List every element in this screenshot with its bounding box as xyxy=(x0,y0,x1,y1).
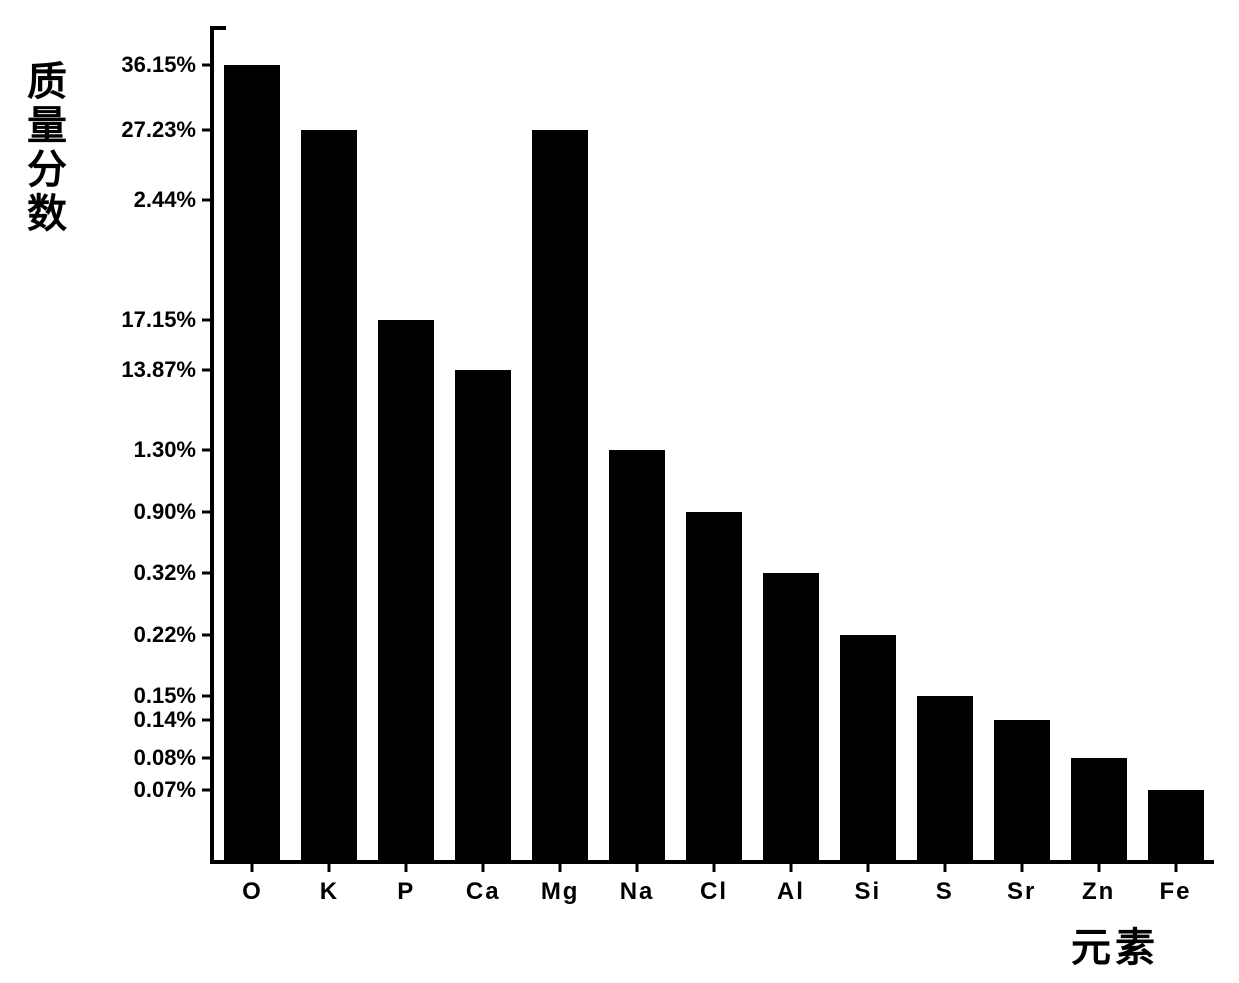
axis-top-tick xyxy=(210,26,226,30)
x-tick-mark xyxy=(1097,860,1100,872)
bar xyxy=(532,130,588,860)
x-tick-mark xyxy=(636,860,639,872)
x-tick-mark xyxy=(943,860,946,872)
x-tick-mark xyxy=(405,860,408,872)
bar xyxy=(840,635,896,860)
x-tick-label: Fe xyxy=(1160,878,1192,906)
y-tick-label: 0.14% xyxy=(134,707,196,733)
y-tick-mark xyxy=(202,695,214,698)
y-tick-label: 0.15% xyxy=(134,683,196,709)
bar xyxy=(763,573,819,860)
plot-area: 36.15%27.23%2.44%17.15%13.87%1.30%0.90%0… xyxy=(210,30,1214,864)
x-tick-mark xyxy=(251,860,254,872)
x-tick-mark xyxy=(328,860,331,872)
y-tick-label: 2.44% xyxy=(134,187,196,213)
bar xyxy=(224,65,280,860)
y-tick-mark xyxy=(202,572,214,575)
bar xyxy=(378,320,434,860)
y-tick-mark xyxy=(202,199,214,202)
x-tick-mark xyxy=(713,860,716,872)
x-tick-label: P xyxy=(397,878,415,906)
x-tick-label: K xyxy=(320,878,339,906)
x-tick-label: Mg xyxy=(541,878,580,906)
bar xyxy=(609,450,665,860)
y-tick-label: 0.90% xyxy=(134,499,196,525)
x-tick-mark xyxy=(866,860,869,872)
x-tick-mark xyxy=(1174,860,1177,872)
y-tick-label: 17.15% xyxy=(121,307,196,333)
y-tick-mark xyxy=(202,757,214,760)
bar xyxy=(1071,758,1127,860)
y-tick-mark xyxy=(202,319,214,322)
y-tick-mark xyxy=(202,64,214,67)
bar xyxy=(301,130,357,860)
x-tick-mark xyxy=(789,860,792,872)
y-tick-label: 0.07% xyxy=(134,777,196,803)
y-tick-mark xyxy=(202,449,214,452)
x-tick-mark xyxy=(559,860,562,872)
y-tick-mark xyxy=(202,511,214,514)
x-tick-label: Zn xyxy=(1082,878,1115,906)
y-tick-mark xyxy=(202,369,214,372)
bar xyxy=(994,720,1050,860)
y-tick-label: 36.15% xyxy=(121,52,196,78)
y-axis-title: 质量分数 xyxy=(14,60,72,236)
x-tick-label: Cl xyxy=(700,878,728,906)
bar xyxy=(1148,790,1204,860)
x-tick-label: Ca xyxy=(466,878,501,906)
chart-container: 质量分数 36.15%27.23%2.44%17.15%13.87%1.30%0… xyxy=(0,0,1239,983)
x-axis-title: 元素 xyxy=(1071,915,1159,973)
x-tick-label: Si xyxy=(855,878,882,906)
y-tick-label: 27.23% xyxy=(121,117,196,143)
x-tick-label: Na xyxy=(620,878,655,906)
x-tick-label: Sr xyxy=(1007,878,1036,906)
x-tick-label: S xyxy=(936,878,954,906)
bar xyxy=(686,512,742,860)
bar xyxy=(917,696,973,860)
x-tick-label: Al xyxy=(777,878,805,906)
y-tick-mark xyxy=(202,634,214,637)
y-tick-label: 0.32% xyxy=(134,560,196,586)
x-tick-mark xyxy=(482,860,485,872)
x-tick-label: O xyxy=(242,878,263,906)
y-tick-label: 1.30% xyxy=(134,437,196,463)
y-tick-label: 0.08% xyxy=(134,745,196,771)
x-tick-mark xyxy=(1020,860,1023,872)
bar xyxy=(455,370,511,860)
y-tick-mark xyxy=(202,789,214,792)
y-tick-mark xyxy=(202,129,214,132)
y-tick-mark xyxy=(202,719,214,722)
y-tick-label: 0.22% xyxy=(134,622,196,648)
y-tick-label: 13.87% xyxy=(121,357,196,383)
